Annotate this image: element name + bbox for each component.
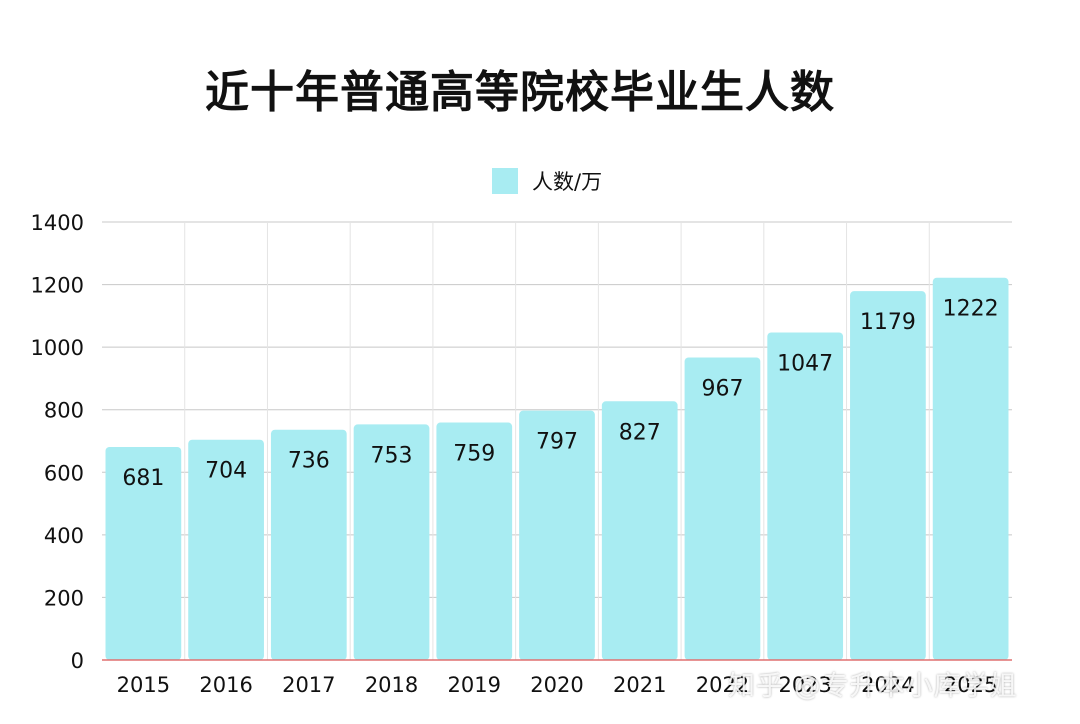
bar-value-label: 759 [453,442,495,467]
y-tick-label: 200 [44,586,84,610]
y-tick-label: 400 [44,524,84,548]
y-tick-label: 1000 [31,336,84,360]
bar [353,424,430,660]
bar-value-label: 1222 [943,297,999,322]
watermark: 知乎 @专升本小库学姐 [728,671,1018,702]
bar-value-label: 1047 [777,351,833,376]
x-tick-label: 2019 [448,673,501,697]
bar [270,429,347,660]
x-tick-label: 2018 [365,673,418,697]
bar-value-label: 967 [701,376,743,401]
bar [188,439,264,660]
x-tick-label: 2015 [117,673,170,697]
bar [519,410,595,660]
bar [932,277,1009,660]
y-tick-label: 1400 [31,211,84,235]
bar [767,332,844,660]
x-tick-label: 2025 [944,673,997,697]
bar-value-label: 797 [536,430,578,455]
x-tick-label: 2023 [778,673,831,697]
bar [105,446,182,660]
y-tick-label: 800 [44,399,84,423]
chart-title: 近十年普通高等院校毕业生人数 [205,67,835,118]
legend-label: 人数/万 [532,170,603,194]
x-tick-label: 2017 [282,673,335,697]
legend-swatch [492,168,518,194]
bar-value-label: 704 [205,459,247,484]
x-tick-label: 2020 [530,673,583,697]
bar [601,401,678,660]
x-tick-label: 2022 [696,673,749,697]
legend: 人数/万 [492,166,602,196]
bar-value-label: 753 [371,443,413,468]
bar [684,357,761,660]
bar-value-label: 681 [122,466,164,491]
x-tick-label: 2024 [861,673,914,697]
y-tick-label: 600 [44,461,84,485]
y-tick-label: 1200 [31,274,84,298]
bar-value-label: 736 [288,449,330,474]
bar-value-label: 1179 [860,310,916,335]
x-tick-label: 2016 [199,673,252,697]
bar [850,291,926,660]
y-tick-label: 0 [71,649,84,673]
bar-value-label: 827 [619,420,661,445]
x-tick-label: 2021 [613,673,666,697]
bar [436,422,513,660]
